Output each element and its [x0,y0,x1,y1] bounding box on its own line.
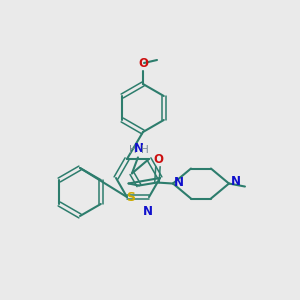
Text: S: S [126,191,135,205]
Text: O: O [153,152,163,166]
Text: N: N [143,205,153,218]
Text: N: N [231,175,241,188]
Text: H: H [141,146,149,155]
Text: N: N [134,142,144,155]
Text: O: O [138,57,148,70]
Text: H: H [129,146,137,155]
Text: N: N [174,176,184,189]
